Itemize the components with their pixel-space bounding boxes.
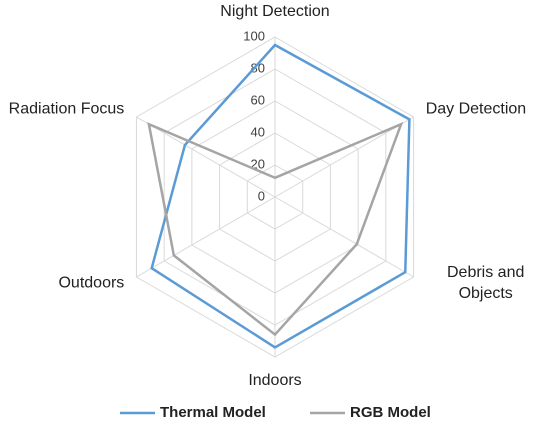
spoke xyxy=(274,196,414,278)
y-tick-label: 100 xyxy=(243,28,265,43)
spoke xyxy=(136,116,276,198)
category-label: Day Detection xyxy=(425,100,527,118)
category-label: Radiation Focus xyxy=(8,100,125,118)
y-tick-label: 0 xyxy=(258,188,265,203)
legend-label: Thermal Model xyxy=(160,404,266,421)
y-tick-label: 40 xyxy=(251,124,265,139)
category-label: Debris and Objects xyxy=(447,264,525,302)
series-line xyxy=(150,43,411,349)
category-label: Outdoors xyxy=(58,274,125,292)
y-tick-label: 80 xyxy=(251,60,265,75)
y-tick-label: 60 xyxy=(251,92,265,107)
series-line xyxy=(147,121,404,337)
category-label: Indoors xyxy=(248,372,302,389)
spoke xyxy=(136,196,276,278)
category-label: Night Detection xyxy=(220,3,330,21)
spoke xyxy=(274,116,414,198)
legend-label: RGB Model xyxy=(350,404,431,421)
